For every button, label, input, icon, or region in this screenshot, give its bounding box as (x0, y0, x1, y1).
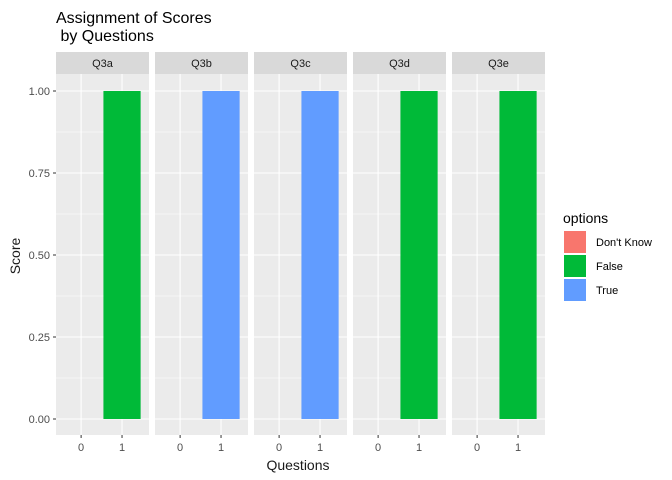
bar-Q3b-True (202, 91, 240, 419)
bar-Q3c-True (301, 91, 339, 419)
chart-title-line-1: Assignment of Scores (56, 10, 212, 27)
legend-key (564, 255, 586, 277)
y-tick-label: 0.00 (29, 414, 50, 426)
legend-item: False (564, 255, 623, 277)
facet-strip (353, 52, 446, 74)
x-tick-label: 1 (317, 442, 323, 454)
bar-Q3d-False (400, 91, 438, 419)
x-tick-label: 1 (218, 442, 224, 454)
y-tick-label: 0.25 (29, 332, 50, 344)
y-tick-label: 0.50 (29, 250, 50, 262)
x-tick-label: 0 (276, 442, 282, 454)
legend-label: Don't Know (596, 237, 652, 249)
facet-strip-label: Q3a (92, 58, 114, 70)
facet-strip (155, 52, 248, 74)
facet-strip (452, 52, 545, 74)
facet-strip (254, 52, 347, 74)
facet-strip-label: Q3e (488, 58, 509, 70)
facet-Q3e: Q3e 0 1 (452, 52, 545, 454)
facet-Q3a: Q3a 0 1 (56, 52, 149, 454)
facet-strip-label: Q3b (191, 58, 212, 70)
legend-key (564, 231, 586, 253)
bar-Q3a-False (103, 91, 141, 419)
legend: options Don't Know False True (563, 210, 652, 301)
y-axis: 0.00 0.25 0.50 0.75 1.00 (29, 86, 56, 426)
facet-Q3d: Q3d 0 1 (353, 52, 446, 454)
legend-item: Don't Know (564, 231, 652, 253)
y-tick-label: 1.00 (29, 86, 50, 98)
y-axis-title: Score (7, 238, 23, 275)
legend-item: True (564, 279, 618, 301)
x-tick-label: 1 (515, 442, 521, 454)
legend-title: options (563, 210, 608, 226)
facet-strip (56, 52, 149, 74)
x-axis-title: Questions (266, 457, 329, 473)
legend-label: True (596, 285, 618, 297)
legend-key (564, 279, 586, 301)
x-tick-label: 0 (375, 442, 381, 454)
x-tick-label: 1 (119, 442, 125, 454)
chart-title-line-2: by Questions (56, 28, 154, 45)
x-tick-label: 0 (78, 442, 84, 454)
x-tick-label: 0 (474, 442, 480, 454)
facet-Q3b: Q3b 0 1 (155, 52, 248, 454)
y-tick-label: 0.75 (29, 168, 50, 180)
facet-strip-label: Q3c (290, 58, 311, 70)
x-tick-label: 0 (177, 442, 183, 454)
legend-label: False (596, 261, 623, 273)
facet-strip-label: Q3d (389, 58, 410, 70)
facet-panels: Q3a 0 1 Q3b 0 1 Q3c 0 1 Q3d 0 1 Q3e 0 1 (56, 52, 545, 454)
bar-Q3e-False (499, 91, 537, 419)
x-tick-label: 1 (416, 442, 422, 454)
facet-Q3c: Q3c 0 1 (254, 52, 347, 454)
